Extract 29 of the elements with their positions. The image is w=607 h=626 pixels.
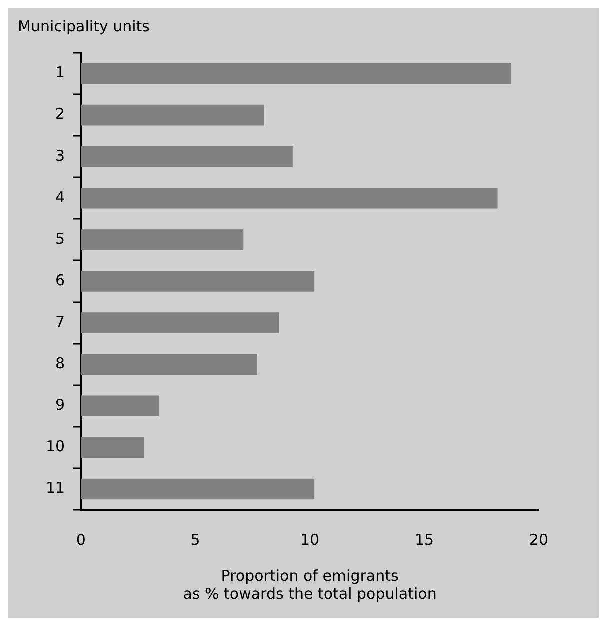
- bar: [81, 63, 512, 84]
- y-tick-label: 10: [46, 438, 66, 456]
- y-tick-label: 11: [46, 479, 66, 498]
- bar: [81, 354, 258, 375]
- y-tick-label: 2: [56, 105, 66, 124]
- bar: [81, 478, 315, 500]
- x-tick-label: 15: [414, 530, 434, 549]
- x-tick-label: 20: [529, 530, 549, 549]
- y-tick-label: 1: [56, 64, 66, 82]
- bar: [81, 104, 264, 126]
- y-tick-label: 6: [56, 271, 66, 290]
- y-tick-label: 9: [56, 396, 66, 414]
- y-tick-label: 7: [56, 312, 66, 331]
- x-tick-label: 10: [300, 530, 320, 549]
- x-tick-label: 5: [190, 530, 200, 549]
- y-axis-title: Municipality units: [18, 17, 150, 36]
- y-tick-label: 3: [56, 146, 66, 165]
- y-tick-label: 4: [56, 188, 66, 206]
- y-tick-label: 5: [56, 230, 66, 248]
- bar: [81, 188, 498, 209]
- y-tick-label: 8: [56, 354, 66, 372]
- bar: [81, 146, 293, 168]
- bar: [81, 437, 144, 458]
- bar: [81, 312, 280, 334]
- x-tick-label: 0: [76, 530, 86, 549]
- bar: [81, 230, 244, 250]
- bar: [81, 396, 159, 417]
- x-axis-title: Proportion of emigrants as % towards the total population: [183, 566, 437, 603]
- bar: [81, 271, 315, 292]
